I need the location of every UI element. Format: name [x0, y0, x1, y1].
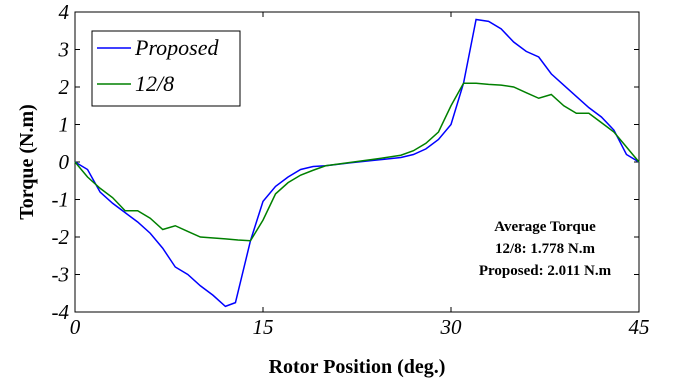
average-torque-annotation: Average Torque 12/8: 1.778 N.m Proposed:… [479, 219, 612, 279]
x-tick-label: 15 [253, 315, 274, 339]
x-tick-label: 0 [70, 315, 81, 339]
legend-box [91, 30, 241, 107]
series-layer [74, 18, 640, 308]
y-tick-label: 0 [59, 150, 70, 174]
y-tick-label: -3 [52, 263, 70, 287]
axis-ticks: 0 15 30 45 -4 -3 -2 -1 0 1 2 3 4 [52, 0, 650, 339]
y-tick-label: 4 [59, 0, 70, 24]
y-axis-label: Torque (N.m) [16, 104, 38, 220]
x-axis-label: Rotor Position (deg.) [269, 356, 446, 378]
annotation-title: Average Torque [494, 219, 596, 235]
y-tick-label: -4 [52, 300, 70, 324]
y-tick-label: -1 [52, 188, 70, 212]
annotation-line-12-8: 12/8: 1.778 N.m [495, 241, 595, 257]
legend: Proposed 12/8 [91, 30, 241, 107]
series-line-12-8 [74, 82, 640, 242]
y-tick-label: -2 [52, 225, 70, 249]
annotation-line-proposed: Proposed: 2.011 N.m [479, 263, 612, 279]
x-tick-label: 45 [629, 315, 650, 339]
y-tick-label: 1 [59, 113, 70, 137]
y-tick-label: 3 [58, 38, 70, 62]
legend-label-proposed: Proposed [134, 35, 220, 60]
x-tick-label: 30 [440, 315, 463, 339]
legend-label-12-8: 12/8 [135, 71, 174, 96]
y-tick-label: 2 [59, 75, 70, 99]
